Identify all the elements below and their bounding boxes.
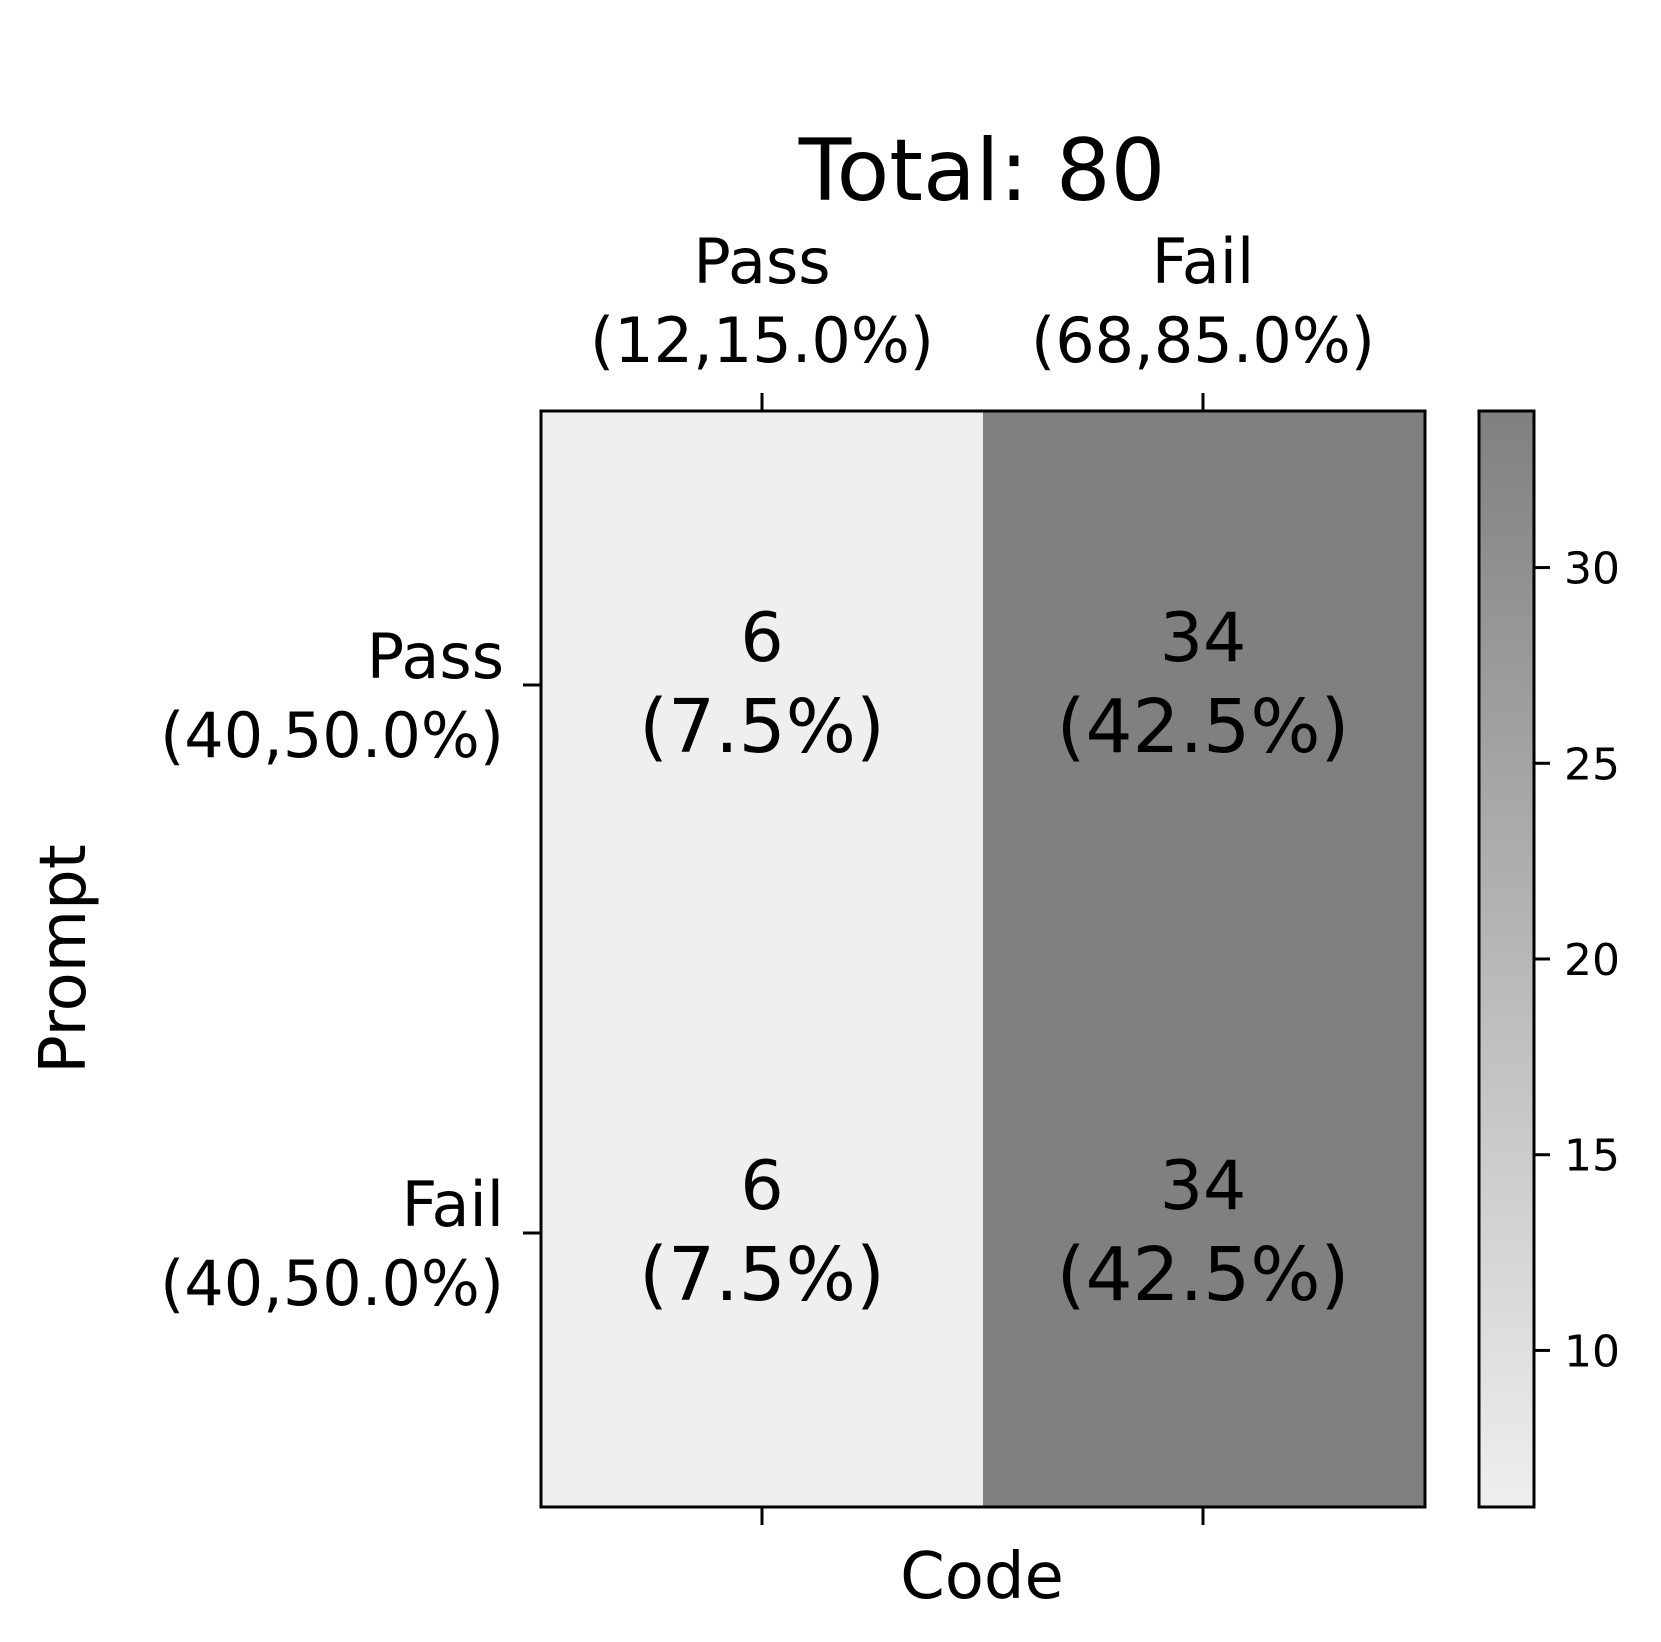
- x-tick-summary-pass: (12,15.0%): [590, 304, 934, 377]
- cell-pct-fail-fail: (42.5%): [1057, 1232, 1350, 1318]
- y-axis-label: Prompt: [27, 844, 101, 1074]
- x-tick-label-pass: Pass: [693, 225, 830, 298]
- colorbar-tick-label-10: 10: [1564, 1326, 1620, 1377]
- cell-pct-fail-pass: (7.5%): [639, 1232, 885, 1318]
- y-tick-summary-pass: (40,50.0%): [160, 699, 504, 772]
- x-tick-label-fail: Fail: [1152, 225, 1254, 298]
- heatmap-cell-fail-pass: [541, 959, 983, 1507]
- cell-count-fail-fail: 34: [1160, 1147, 1247, 1226]
- colorbar-tick-label-15: 15: [1564, 1131, 1620, 1182]
- cell-pct-pass-fail: (42.5%): [1057, 684, 1350, 770]
- cell-count-pass-fail: 34: [1160, 599, 1247, 678]
- colorbar: [1477, 409, 1536, 1509]
- cell-count-pass-pass: 6: [740, 599, 783, 678]
- heatmap-cell-fail-fail: [983, 959, 1425, 1507]
- x-tick-summary-fail: (68,85.0%): [1031, 304, 1375, 377]
- y-tick-summary-fail: (40,50.0%): [160, 1247, 504, 1320]
- plot-frame: [539, 409, 1427, 1509]
- heatmap-cell-pass-fail: [983, 411, 1425, 959]
- x-axis-label: Code: [900, 1540, 1064, 1614]
- chart-title: Total: 80: [798, 121, 1166, 221]
- colorbar-tick-label-30: 30: [1564, 544, 1620, 595]
- y-tick-label-pass: Pass: [367, 620, 504, 693]
- colorbar-tick-label-25: 25: [1564, 739, 1620, 790]
- cell-count-fail-pass: 6: [740, 1147, 783, 1226]
- heatmap-cell-pass-pass: [541, 411, 983, 959]
- y-tick-label-fail: Fail: [402, 1168, 504, 1241]
- colorbar-tick-label-20: 20: [1564, 935, 1620, 986]
- cell-pct-pass-pass: (7.5%): [639, 684, 885, 770]
- colorbar-ticks: 10 15 20 25 30: [1534, 544, 1620, 1377]
